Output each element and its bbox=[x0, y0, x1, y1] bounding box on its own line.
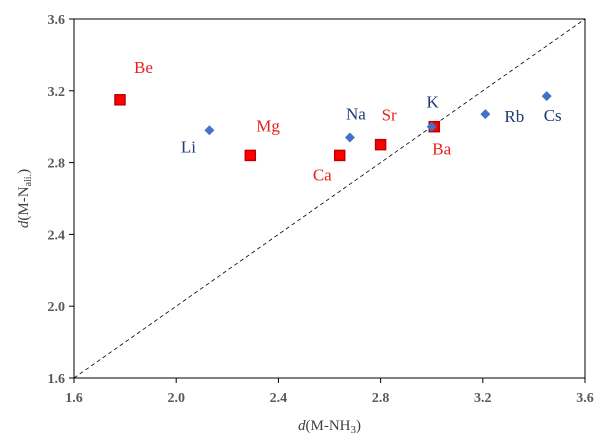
x-tick-label: 3.2 bbox=[474, 391, 492, 406]
point-label-mg: Mg bbox=[256, 116, 280, 135]
x-tick-label: 3.6 bbox=[576, 391, 594, 406]
x-tick-label: 1.6 bbox=[65, 391, 83, 406]
data-point-mg bbox=[244, 149, 257, 162]
y-tick-label: 2.8 bbox=[48, 157, 66, 172]
point-label-layer: Be Mg Ca Sr Ba Li Na K Rb Cs bbox=[134, 58, 562, 185]
data-point-ca bbox=[333, 149, 346, 162]
diagonal-line-layer bbox=[73, 18, 586, 379]
point-label-rb: Rb bbox=[504, 107, 524, 126]
point-label-li: Li bbox=[181, 137, 196, 156]
point-label-k: K bbox=[427, 93, 440, 112]
y-tick-label: 1.6 bbox=[48, 372, 66, 387]
x-axis-title: d(M-NH3) bbox=[298, 418, 361, 436]
data-point-na bbox=[344, 132, 355, 143]
diagonal-reference-line bbox=[73, 18, 586, 379]
data-point-rb bbox=[480, 109, 491, 120]
point-label-ca: Ca bbox=[313, 165, 332, 184]
y-tick-label: 2.0 bbox=[48, 300, 66, 315]
data-point-sr bbox=[374, 138, 387, 151]
x-tick-label: 2.0 bbox=[167, 391, 185, 406]
data-point-k bbox=[426, 121, 437, 132]
x-tick-label: 2.8 bbox=[372, 391, 390, 406]
tick-layer: 1.6 2.0 2.4 2.8 3.2 3.6 1.6 2.0 2.4 2.8 3.2 3.6 bbox=[48, 13, 594, 406]
data-point-cs bbox=[541, 91, 552, 102]
y-tick-label: 3.2 bbox=[48, 85, 66, 100]
x-tick-label: 2.4 bbox=[270, 391, 288, 406]
point-label-na: Na bbox=[346, 104, 366, 123]
point-label-sr: Sr bbox=[382, 106, 397, 125]
data-point-li bbox=[204, 125, 215, 136]
y-tick-label: 3.6 bbox=[48, 13, 66, 28]
point-label-ba: Ba bbox=[432, 140, 451, 159]
point-label-cs: Cs bbox=[544, 106, 562, 125]
y-tick-label: 2.4 bbox=[48, 228, 66, 243]
data-point-layer bbox=[114, 91, 552, 162]
data-point-be bbox=[114, 94, 126, 106]
point-label-be: Be bbox=[134, 58, 153, 77]
y-axis-title: d(M-Nali.) bbox=[16, 169, 34, 228]
